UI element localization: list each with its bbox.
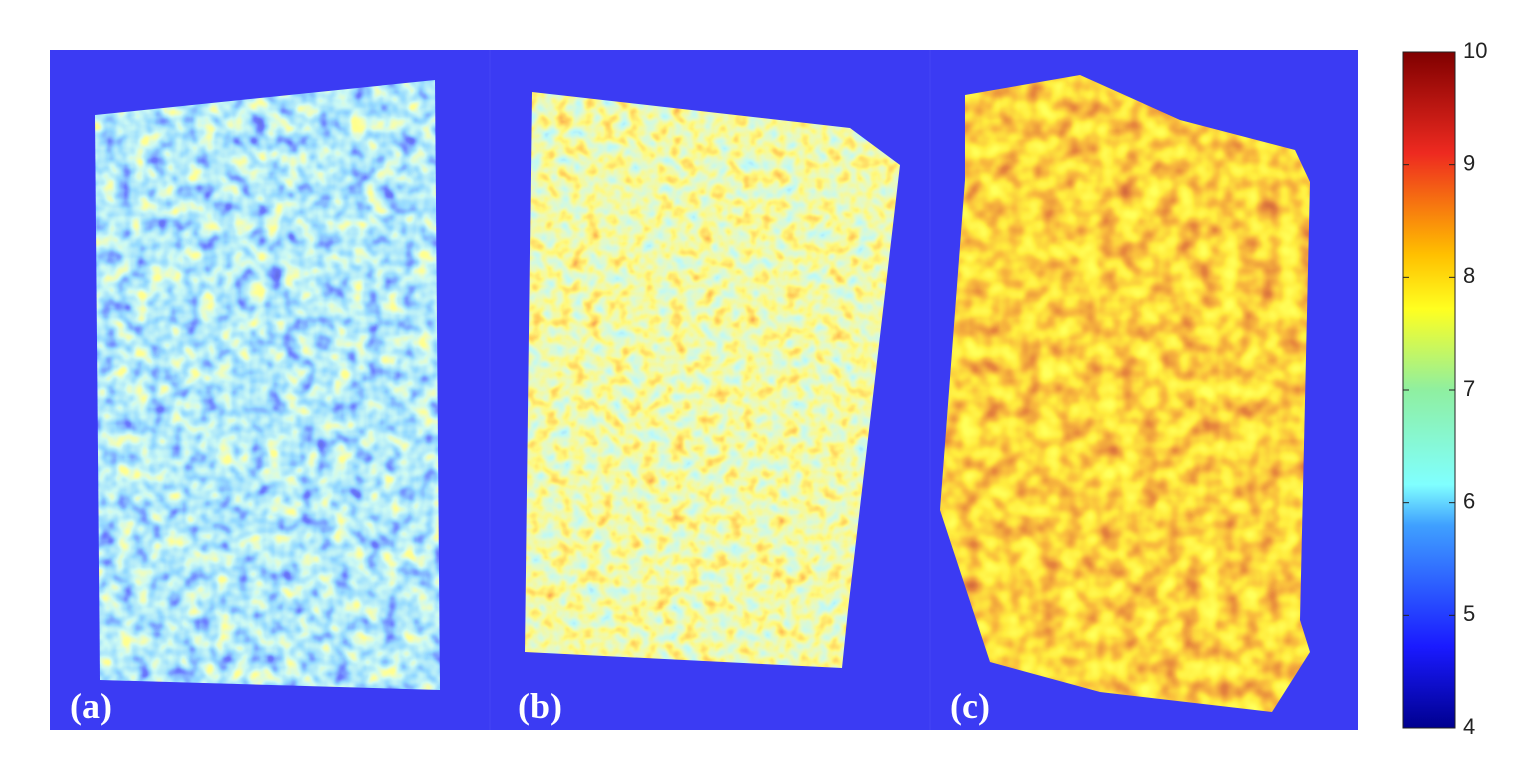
panel-label: (a) [70, 686, 112, 726]
panel-b-image [525, 92, 900, 668]
panel-c-image [940, 75, 1310, 712]
colorbar-tick-label: 10 [1463, 38, 1487, 63]
colorbar-tick-label: 4 [1463, 714, 1475, 739]
panel-label: (c) [950, 686, 990, 726]
colorbar-tick-label: 6 [1463, 488, 1475, 513]
panel-label: (b) [518, 686, 562, 726]
colorbar-tick-label: 7 [1463, 376, 1475, 401]
colorbar [1402, 51, 1456, 729]
colorbar-tick-label: 9 [1463, 150, 1475, 175]
panel-a-image [95, 80, 440, 690]
colorbar-tick-label: 8 [1463, 263, 1475, 288]
colorbar-tick-label: 5 [1463, 601, 1475, 626]
